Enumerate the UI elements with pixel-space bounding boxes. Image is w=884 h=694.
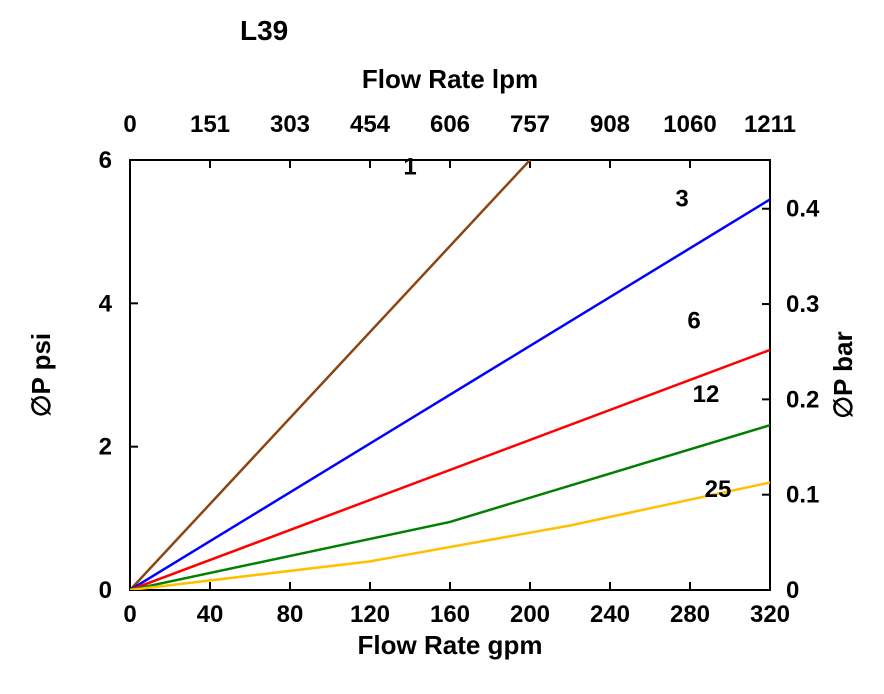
y-right-tick-label: 0.3 xyxy=(786,291,819,318)
x-bottom-tick-label: 280 xyxy=(670,601,710,628)
x-top-tick-label: 151 xyxy=(190,111,230,138)
x-bottom-tick-label: 160 xyxy=(430,601,470,628)
y-right-tick-label: 0.4 xyxy=(786,196,820,223)
x-top-tick-label: 0 xyxy=(123,111,136,138)
y-left-axis-label: ∅P psi xyxy=(26,333,56,417)
x-top-tick-label: 1211 xyxy=(744,111,796,138)
chart-title: L39 xyxy=(240,15,288,46)
x-bottom-tick-label: 200 xyxy=(510,601,550,628)
y-left-tick-label: 6 xyxy=(99,147,112,174)
y-right-tick-label: 0.1 xyxy=(786,482,819,509)
y-left-tick-label: 0 xyxy=(99,577,112,604)
series-label-12: 12 xyxy=(693,381,720,408)
x-top-tick-label: 606 xyxy=(430,111,470,138)
x-top-tick-label: 908 xyxy=(590,111,630,138)
x-top-tick-label: 454 xyxy=(350,111,391,138)
x-bottom-tick-label: 80 xyxy=(277,601,304,628)
series-label-3: 3 xyxy=(675,186,688,213)
y-left-tick-label: 4 xyxy=(99,290,113,317)
x-bottom-tick-label: 240 xyxy=(590,601,630,628)
x-bottom-tick-label: 40 xyxy=(197,601,224,628)
series-label-6: 6 xyxy=(687,307,700,334)
x-bottom-tick-label: 120 xyxy=(350,601,390,628)
y-right-tick-label: 0.2 xyxy=(786,386,819,413)
y-right-axis-label: ∅P bar xyxy=(828,331,858,418)
pressure-drop-chart: L39Flow Rate lpm015130345460675790810601… xyxy=(0,0,884,694)
x-top-tick-label: 1060 xyxy=(663,111,716,138)
x-top-axis-label: Flow Rate lpm xyxy=(362,64,538,94)
x-bottom-tick-label: 0 xyxy=(123,601,136,628)
y-left-tick-label: 2 xyxy=(99,434,112,461)
series-label-25: 25 xyxy=(705,476,732,503)
x-top-tick-label: 303 xyxy=(270,111,310,138)
series-label-1: 1 xyxy=(403,153,416,180)
x-bottom-axis-label: Flow Rate gpm xyxy=(358,630,543,660)
y-right-tick-label: 0 xyxy=(786,577,799,604)
x-top-tick-label: 757 xyxy=(510,111,550,138)
x-bottom-tick-label: 320 xyxy=(750,601,790,628)
